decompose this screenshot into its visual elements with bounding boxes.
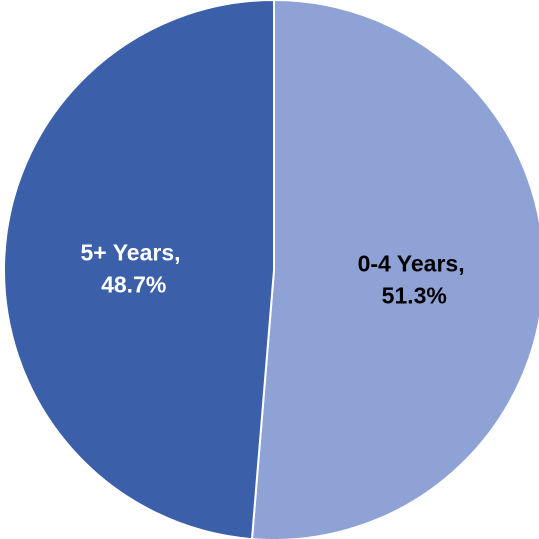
pie-slice-0-4-years [250,0,539,539]
slice-label-0-4-years-value: 51.3% [382,283,447,309]
slice-label-5plus-years: 5+ Years, 48.7% [81,239,187,297]
pie-labels: 0-4 Years, 51.3% 5+ Years, 48.7% [81,239,471,309]
pie-slices [3,0,539,539]
slice-label-0-4-years: 0-4 Years, 51.3% [358,251,471,309]
slice-label-5plus-years-name: 5+ Years, [81,239,181,265]
pie-slice-5-years [3,0,275,539]
slice-label-5plus-years-value: 48.7% [101,271,166,297]
slice-label-0-4-years-name: 0-4 Years, [358,251,465,277]
